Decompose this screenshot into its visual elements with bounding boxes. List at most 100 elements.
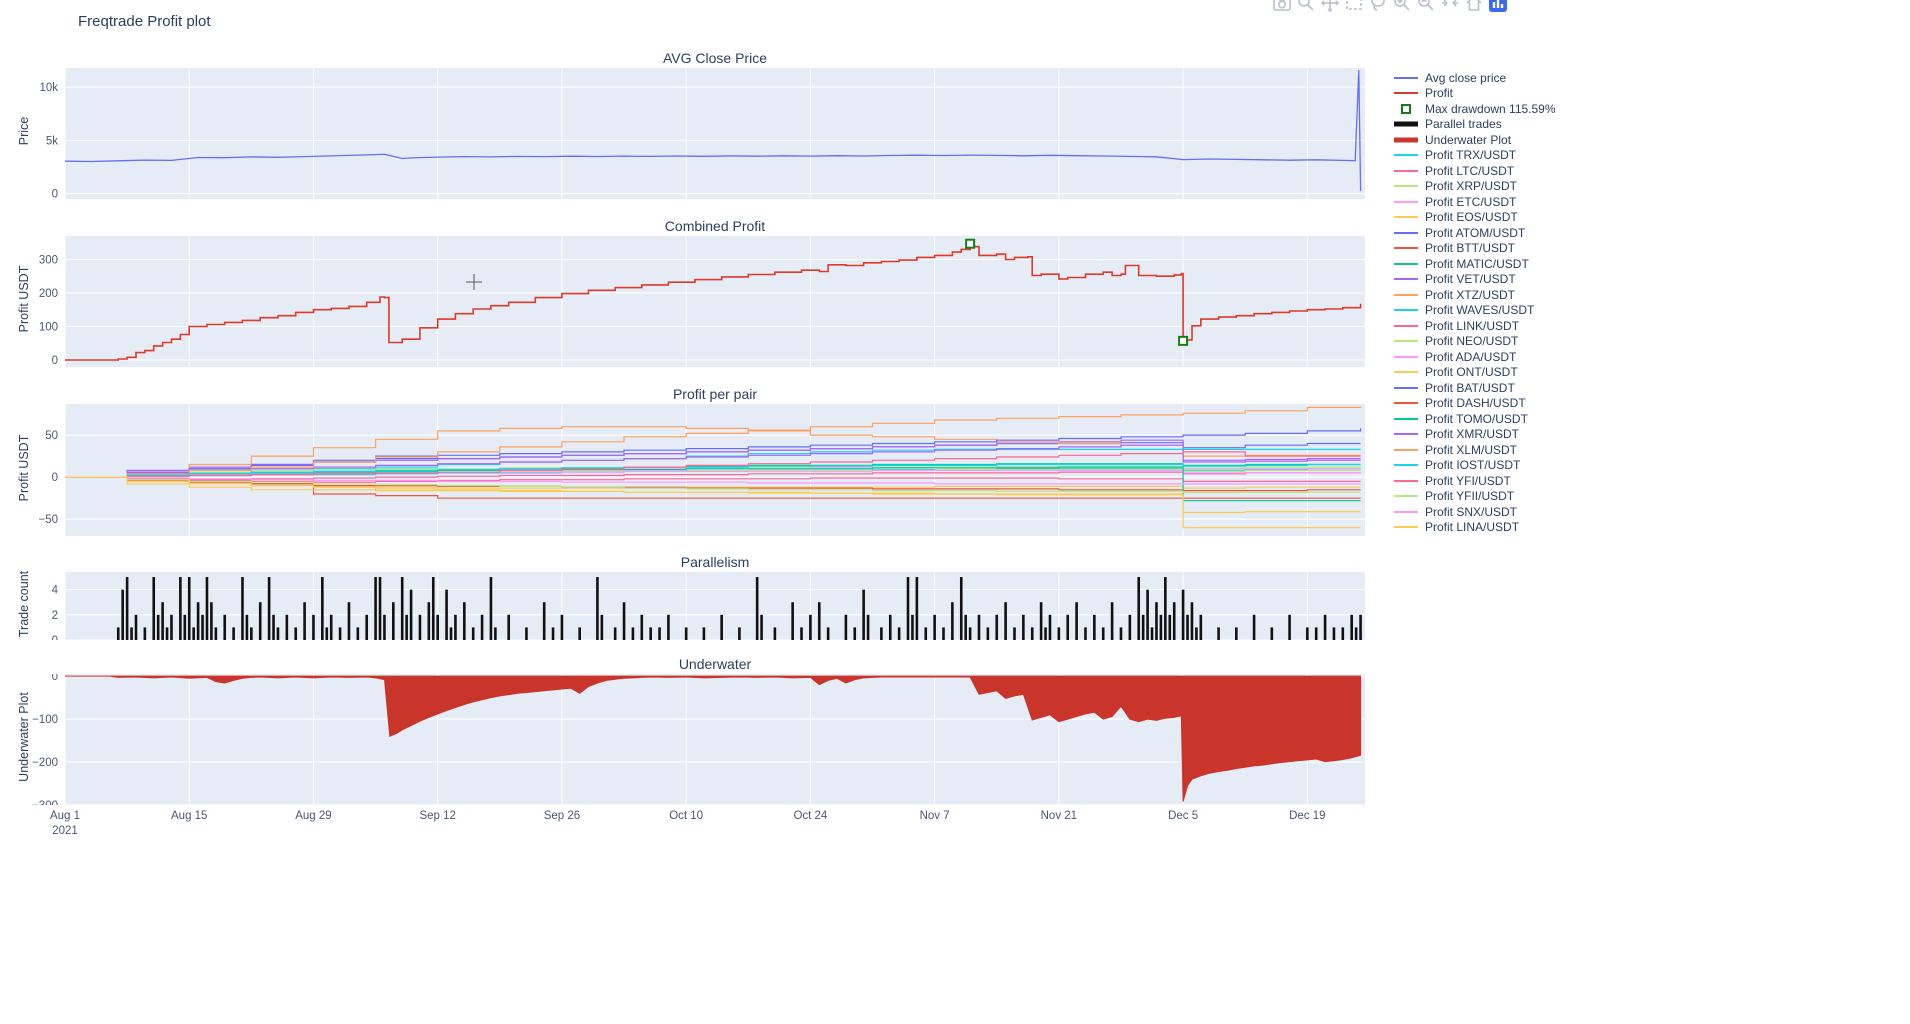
legend-item[interactable]: Profit [1393,86,1556,102]
plotly-logo-icon[interactable] [1488,0,1508,13]
legend-item[interactable]: Profit MATIC/USDT [1393,256,1556,272]
legend-line-sample [1394,262,1418,265]
legend-item[interactable]: Profit BAT/USDT [1393,380,1556,396]
legend-item[interactable]: Profit ATOM/USDT [1393,225,1556,241]
legend-item[interactable]: Parallel trades [1393,117,1556,133]
zoom-icon[interactable] [1296,0,1316,13]
legend-item[interactable]: Profit WAVES/USDT [1393,303,1556,319]
legend-line-sample [1394,185,1418,188]
legend-item-label: Profit YFI/USDT [1425,473,1511,488]
legend-item-label: Profit TOMO/USDT [1425,411,1528,426]
legend-item[interactable]: Profit EOS/USDT [1393,210,1556,226]
legend-line-sample [1394,324,1418,327]
legend-item[interactable]: Profit XMR/USDT [1393,427,1556,443]
svg-text:100: 100 [39,321,58,333]
legend-item-label: Profit LINA/USDT [1425,520,1520,535]
zoom-in-icon[interactable] [1392,0,1412,13]
legend-item-label: Profit ETC/USDT [1425,194,1517,209]
legend-item[interactable]: Profit BTT/USDT [1393,241,1556,257]
svg-text:Sep 26: Sep 26 [544,810,580,822]
legend-line-sample [1394,495,1418,498]
legend-item[interactable]: Avg close price [1393,70,1556,86]
svg-text:0: 0 [52,355,58,367]
legend-item[interactable]: Profit DASH/USDT [1393,396,1556,412]
legend-item-label: Parallel trades [1425,117,1502,132]
lasso-icon[interactable] [1368,0,1388,13]
legend-item[interactable]: Profit XRP/USDT [1393,179,1556,195]
legend-line-sample [1394,76,1418,79]
autoscale-icon[interactable] [1440,0,1460,13]
legend-item[interactable]: Max drawdown 115.59% [1393,101,1556,117]
svg-text:Dec 5: Dec 5 [1168,810,1198,822]
legend-item[interactable]: Profit VET/USDT [1393,272,1556,288]
legend-item[interactable]: Profit XTZ/USDT [1393,287,1556,303]
subplot-title-profit-per-pair: Profit per pair [672,386,758,402]
camera-icon[interactable] [1272,0,1292,13]
svg-text:−300: −300 [32,800,58,805]
legend-line-sample [1394,402,1418,405]
svg-text:Aug 15: Aug 15 [171,810,207,822]
legend-line-sample [1394,278,1418,281]
plot-area-combined-profit[interactable]: 0 100 200 300 [0,236,1380,367]
legend-line-sample [1394,479,1418,482]
legend-item[interactable]: Profit TOMO/USDT [1393,411,1556,427]
legend-item-label: Profit VET/USDT [1425,272,1516,287]
legend-square-marker [1401,103,1411,114]
svg-text:Oct 24: Oct 24 [793,810,827,822]
legend-line-sample [1394,340,1418,343]
x-axis-tick-labels: Aug 1 2021 Aug 15 Aug 29 Sep 12 Sep 26 Oct 10 O… [50,810,1326,837]
legend-item-label: Profit SNX/USDT [1425,504,1518,519]
plot-area-parallelism[interactable]: 0 2 4 [0,572,1380,640]
legend-line-sample [1394,464,1418,467]
legend-item-label: Profit XMR/USDT [1425,427,1520,442]
svg-text:2021: 2021 [52,825,78,837]
box-select-icon[interactable] [1344,0,1364,13]
legend-item[interactable]: Profit ETC/USDT [1393,194,1556,210]
legend-item-label: Profit EOS/USDT [1425,210,1518,225]
legend-item[interactable]: Profit LTC/USDT [1393,163,1556,179]
legend-item-label: Profit NEO/USDT [1425,334,1519,349]
legend-item[interactable]: Profit TRX/USDT [1393,148,1556,164]
legend-item-label: Profit XRP/USDT [1425,179,1518,194]
subplot-title-combined-profit: Combined Profit [664,218,766,234]
legend: Avg close price Profit Max drawdown 115.59… [1393,70,1556,535]
svg-text:300: 300 [39,254,58,266]
legend-item[interactable]: Profit LINK/USDT [1393,318,1556,334]
legend-item[interactable]: Profit ONT/USDT [1393,365,1556,381]
subplot-title-parallelism: Parallelism [680,554,750,570]
legend-item[interactable]: Profit LINA/USDT [1393,520,1556,536]
plot-area-profit-per-pair[interactable]: −50 0 50 [0,404,1380,536]
legend-item[interactable]: Profit XLM/USDT [1393,442,1556,458]
plotly-modebar [1272,0,1508,13]
legend-line-sample [1394,355,1418,358]
legend-item[interactable]: Profit ADA/USDT [1393,349,1556,365]
legend-item[interactable]: Profit YFII/USDT [1393,489,1556,505]
legend-item-label: Underwater Plot [1425,132,1512,147]
svg-text:Aug 29: Aug 29 [295,810,331,822]
legend-line-sample [1394,526,1418,529]
legend-line-sample [1394,200,1418,203]
zoom-out-icon[interactable] [1416,0,1436,13]
svg-text:−50: −50 [38,514,58,526]
legend-item-label: Profit WAVES/USDT [1425,303,1535,318]
svg-text:−100: −100 [32,714,58,726]
legend-item[interactable]: Profit IOST/USDT [1393,458,1556,474]
legend-line-sample [1394,371,1418,374]
svg-text:50: 50 [45,430,58,442]
legend-item[interactable]: Underwater Plot [1393,132,1556,148]
legend-item-label: Max drawdown 115.59% [1425,101,1556,116]
svg-text:2: 2 [52,610,58,622]
legend-line-sample [1394,154,1418,157]
legend-item[interactable]: Profit YFI/USDT [1393,473,1556,489]
svg-text:Sep 12: Sep 12 [419,810,455,822]
reset-axes-icon[interactable] [1464,0,1484,13]
legend-item[interactable]: Profit NEO/USDT [1393,334,1556,350]
legend-line-sample [1394,433,1418,436]
pan-icon[interactable] [1320,0,1340,13]
legend-item-label: Profit [1425,86,1454,101]
plot-area-underwater[interactable]: 0 −100 −200 −300 [0,674,1380,805]
legend-item[interactable]: Profit SNX/USDT [1393,504,1556,520]
legend-item-label: Profit BAT/USDT [1425,380,1515,395]
plot-area-avg-close-price[interactable]: 0 5k 10k [0,68,1380,199]
legend-item-label: Profit XTZ/USDT [1425,287,1516,302]
